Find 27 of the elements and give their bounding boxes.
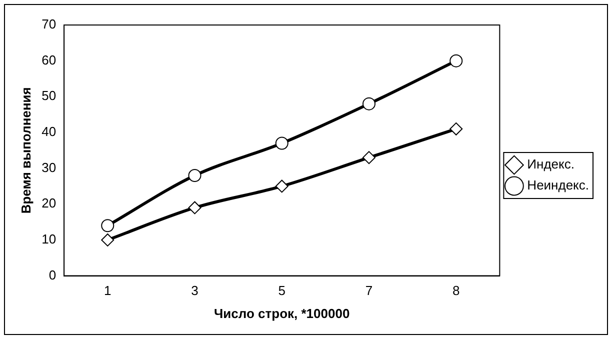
point xyxy=(362,97,376,110)
x-tick-label: 3 xyxy=(191,283,198,298)
point xyxy=(188,201,202,214)
y-tick-label: 30 xyxy=(42,160,56,175)
y-tick-label: 10 xyxy=(42,232,56,247)
point xyxy=(450,122,463,136)
x-tick-label: 8 xyxy=(452,283,460,298)
point xyxy=(101,219,114,232)
point xyxy=(275,180,288,193)
y-tick-label: 70 xyxy=(42,16,56,32)
y-tick-label: 60 xyxy=(42,52,56,68)
point xyxy=(188,168,202,182)
y-axis-title: Время выполнения xyxy=(18,87,34,214)
point xyxy=(362,151,376,164)
x-tick-label: 5 xyxy=(278,283,286,298)
x-axis-title: Число строк, *100000 xyxy=(214,306,350,321)
point xyxy=(450,54,463,68)
y-tick-label: 50 xyxy=(42,88,56,104)
y-tick-label: 0 xyxy=(48,267,56,282)
legend-label: Неиндекс. xyxy=(527,178,590,193)
x-tick-label: 7 xyxy=(365,283,373,298)
y-tick-label: 40 xyxy=(42,124,56,140)
legend-label: Индекс. xyxy=(527,156,574,172)
x-tick-label: 1 xyxy=(104,283,112,298)
y-tick-label: 20 xyxy=(42,196,56,211)
point xyxy=(275,136,288,150)
point xyxy=(101,233,114,246)
